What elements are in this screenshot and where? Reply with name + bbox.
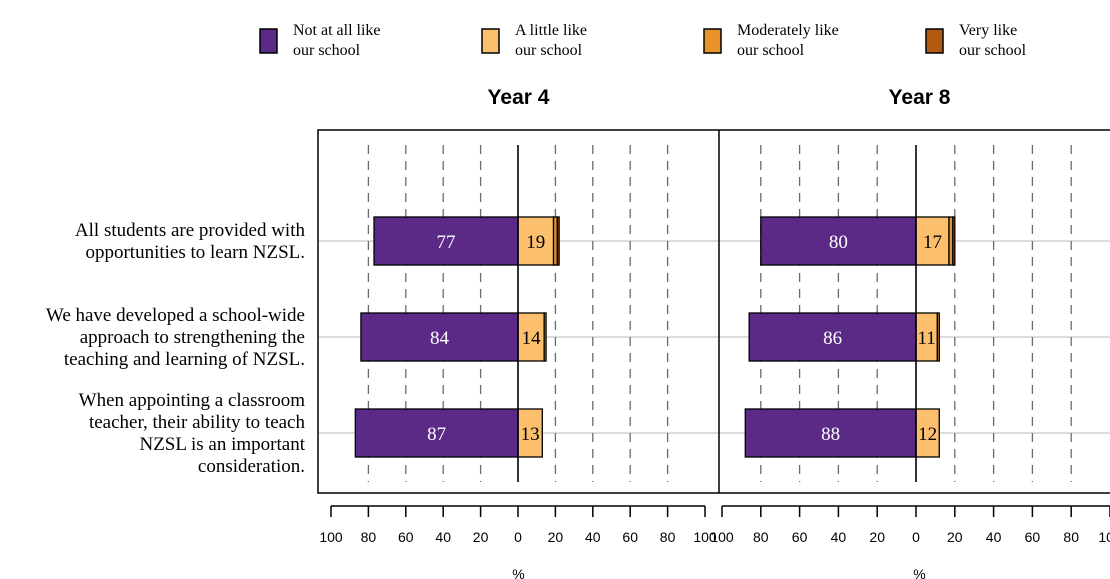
- x-tick-label: 80: [753, 529, 769, 545]
- bar-very: [556, 216, 560, 266]
- x-tick-label: 40: [831, 529, 847, 545]
- panel-title: Year 8: [889, 86, 951, 109]
- data-label-negative: 80: [829, 232, 848, 253]
- bar-a-little: [517, 216, 555, 266]
- legend-label: A little like our school: [515, 22, 587, 59]
- bar-not-at-all: [748, 312, 917, 362]
- bar-not-at-all: [360, 312, 519, 362]
- bar-a-little: [517, 408, 543, 458]
- bar-not-at-all: [760, 216, 917, 266]
- x-tick-label: 100: [319, 529, 343, 545]
- x-tick-label: 80: [361, 529, 377, 545]
- data-label-positive: 13: [521, 424, 540, 445]
- x-tick-label: 60: [792, 529, 808, 545]
- legend-swatch: [481, 28, 500, 54]
- category-label: We have developed a school-wide approach …: [46, 305, 305, 370]
- x-tick-label: 0: [514, 529, 522, 545]
- x-tick-label: 100: [1098, 529, 1110, 545]
- data-label-positive: 12: [918, 424, 937, 445]
- x-tick-label: 60: [622, 529, 638, 545]
- bar-not-at-all: [373, 216, 519, 266]
- x-tick-label: 20: [473, 529, 489, 545]
- category-label: When appointing a classroom teacher, thei…: [79, 390, 306, 477]
- x-tick-label: 40: [435, 529, 451, 545]
- x-tick-label: 60: [398, 529, 414, 545]
- legend-swatch: [703, 28, 722, 54]
- data-label-negative: 77: [437, 232, 456, 253]
- x-tick-label: 80: [660, 529, 676, 545]
- panel-title: Year 4: [488, 86, 550, 109]
- data-label-positive: 19: [526, 232, 545, 253]
- x-tick-label: 80: [1063, 529, 1079, 545]
- data-label-positive: 11: [918, 328, 936, 349]
- legend-swatch: [259, 28, 278, 54]
- bar-very: [952, 216, 956, 266]
- x-axis-label: %: [512, 566, 524, 579]
- bar-moderately: [936, 312, 940, 362]
- legend-label: Very like our school: [959, 22, 1027, 59]
- data-label-negative: 84: [430, 328, 450, 349]
- legend-label: Moderately like our school: [737, 22, 839, 59]
- data-label-negative: 86: [823, 328, 842, 349]
- data-label-positive: 14: [522, 328, 542, 349]
- bar-a-little: [915, 216, 950, 266]
- x-tick-label: 20: [947, 529, 963, 545]
- data-label-negative: 88: [821, 424, 840, 445]
- x-tick-label: 100: [693, 529, 717, 545]
- legend-label: Not at all like our school: [293, 22, 381, 59]
- x-tick-label: 60: [1025, 529, 1041, 545]
- x-tick-label: 100: [710, 529, 734, 545]
- data-label-negative: 87: [427, 424, 446, 445]
- x-tick-label: 0: [912, 529, 920, 545]
- x-axis-label: %: [913, 566, 925, 579]
- x-tick-label: 20: [869, 529, 885, 545]
- legend-swatch: [925, 28, 944, 54]
- x-tick-label: 40: [585, 529, 601, 545]
- bar-not-at-all: [744, 408, 917, 458]
- bar-moderately: [543, 312, 547, 362]
- x-tick-label: 20: [548, 529, 564, 545]
- data-label-positive: 17: [923, 232, 942, 253]
- category-label: All students are provided with opportunit…: [75, 220, 306, 263]
- x-tick-label: 40: [986, 529, 1002, 545]
